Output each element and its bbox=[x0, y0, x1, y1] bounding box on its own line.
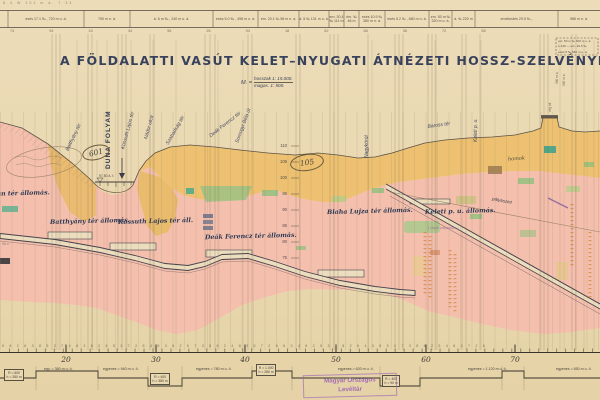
elevation-scale-ticks bbox=[291, 145, 299, 259]
legend-side-label: 960 m á. bbox=[562, 73, 566, 86]
elevation-number: 90 bbox=[282, 207, 287, 212]
curve-length: h = 380 m bbox=[152, 378, 168, 383]
left-margin-note: 96.4 bbox=[2, 242, 9, 246]
gradient-cell: ém. ‰ 46 m bbox=[346, 14, 357, 23]
curve-length: h = 280 m bbox=[258, 369, 274, 374]
alignment-curve-box: R = 400 h = 380 m bbox=[150, 373, 171, 385]
ruler-number: 60 bbox=[421, 355, 431, 364]
scale-length: hosszak 1: 15.000. bbox=[254, 76, 293, 84]
station-label: án tér állomás. bbox=[0, 189, 50, 198]
elevation-number: 75 bbox=[282, 255, 287, 260]
legend-dashed-box bbox=[555, 37, 599, 56]
elevation-number: 110 bbox=[280, 143, 287, 148]
scale-note: M. = hosszak 1: 15.000. magas. 1: 500. bbox=[241, 76, 293, 89]
ruler-number: 50 bbox=[331, 355, 341, 364]
grid-lines bbox=[0, 34, 600, 350]
ruler-micro-ticks: 5 8 2 6 3 8 5 2 7 4 8 3 6 2 8 5 3 7 2 8 … bbox=[2, 344, 488, 348]
curve-length: h = 280 m bbox=[6, 374, 22, 379]
alignment-label: egyenes = 780 m u. ö. bbox=[196, 367, 232, 371]
curve-radius: R = 400 bbox=[154, 374, 167, 379]
legend-side-label: vég áll. bbox=[548, 101, 552, 112]
chainage-micro-numbers: 74 94 24 34 96 26 94 18 52 88 36 72 58 bbox=[10, 28, 486, 33]
alignment-curve-box: R = 600 h = 280 m bbox=[4, 369, 25, 381]
water-level-label: 97.80 A. f. bbox=[99, 174, 115, 178]
street-label: Keleti p. u. bbox=[473, 118, 479, 142]
alignment-step-line bbox=[0, 366, 600, 390]
gradient-cell: 750 m n. á. bbox=[98, 16, 116, 21]
stamp-line: Levéltár bbox=[338, 385, 363, 393]
gradient-cell: á. 6 m ‰ , 240 m u. á. bbox=[153, 16, 190, 21]
gradient-cell: esés 17.1 ‰ , 720 m u. á. bbox=[25, 16, 67, 21]
alignment-label: egy. = 380 m u. ö. bbox=[44, 367, 73, 371]
station-sub-note: ( vasúti pályaudvar ) bbox=[428, 226, 459, 230]
gradient-cell: esés 5.2 ‰ , 680 m n. á. bbox=[387, 16, 427, 21]
gradient-cell: á. ‰ 220 m bbox=[454, 16, 473, 21]
ruler-number: 40 bbox=[240, 355, 250, 364]
gradient-cell: em. 20.1 ‰ 98 m n. á. bbox=[260, 16, 297, 21]
alignment-curve-box: R = 1.000 h = 280 m bbox=[256, 364, 277, 376]
alignment-label: egyenes = 650 m u. ö. bbox=[556, 367, 592, 371]
street-label: Nagykörút bbox=[364, 135, 370, 158]
alignment-label: egyenes = 940 m u. ö. bbox=[103, 367, 139, 371]
curve-radius: R = 1.000 bbox=[258, 365, 274, 370]
legend-side-label: 380 m á. bbox=[555, 71, 559, 84]
legend-box-rows: em. 50 m ‰ 320 m u. á. 1.130 — em. 16.5 … bbox=[558, 39, 591, 55]
legend-row: em. 50 m ‰ 320 m u. á. bbox=[558, 39, 592, 43]
ruler-number: 20 bbox=[61, 355, 71, 364]
legend-row: esés 5 ‰ 580 m u. á. bbox=[558, 49, 588, 54]
alignment-label: egyenes = 1.120 m u. ö. bbox=[468, 367, 507, 371]
elevation-number: 80 bbox=[282, 239, 287, 244]
gradient-cell: esés 10.9 ‰ 380 m n. á. bbox=[361, 14, 383, 23]
alignment-label: egyenes = 620 m u. ö. bbox=[338, 367, 374, 371]
elevation-number: 100 bbox=[280, 175, 287, 180]
header-strip-rules bbox=[0, 10, 600, 28]
curve-radius: R = 400 bbox=[385, 376, 398, 381]
corner-note: 6.4 W 101 m á. 7 34 bbox=[3, 1, 74, 5]
gradient-cell: á. 5 ‰ 131 m u. á. bbox=[299, 16, 329, 21]
scale-prefix: M. = bbox=[241, 79, 253, 86]
gradient-cell: em. 30.4 ‰ 111 m bbox=[329, 14, 344, 23]
geology-label: homok bbox=[507, 155, 526, 163]
elevation-number: 95 bbox=[282, 191, 287, 196]
drawing-title: A FÖLDALATTI VASÚT KELET–NYUGATI ÁTNÉZET… bbox=[60, 53, 600, 68]
elevation-number: 85 bbox=[282, 223, 287, 228]
scale-height: magas. 1: 500. bbox=[254, 83, 285, 89]
river-name-label: DUNA FOLYAM bbox=[105, 110, 112, 169]
elevation-number: 105 bbox=[280, 159, 287, 164]
archive-stamp: Magyar Országos Levéltár bbox=[302, 372, 398, 399]
gradient-cell: esés 5.0 ‰ , 498 m n. á. bbox=[215, 16, 256, 21]
gradient-cell: emelkedés 29.5 ‰ , bbox=[500, 16, 533, 21]
gradient-cell: 986 m n. á. bbox=[570, 16, 588, 21]
distance-ruler bbox=[0, 344, 600, 354]
curve-length: h = 90 m bbox=[384, 380, 398, 385]
curve-radius: R = 600 bbox=[8, 370, 21, 375]
legend-row: 1.130 — em. 16.5 ‰ bbox=[558, 44, 587, 49]
alignment-curve-box: R = 400 h = 90 m bbox=[382, 375, 401, 387]
gradient-cell: em. 50 m ‰ 320 m u. á. bbox=[430, 14, 451, 23]
ruler-number: 70 bbox=[510, 355, 520, 364]
ruler-number: 30 bbox=[151, 355, 161, 364]
